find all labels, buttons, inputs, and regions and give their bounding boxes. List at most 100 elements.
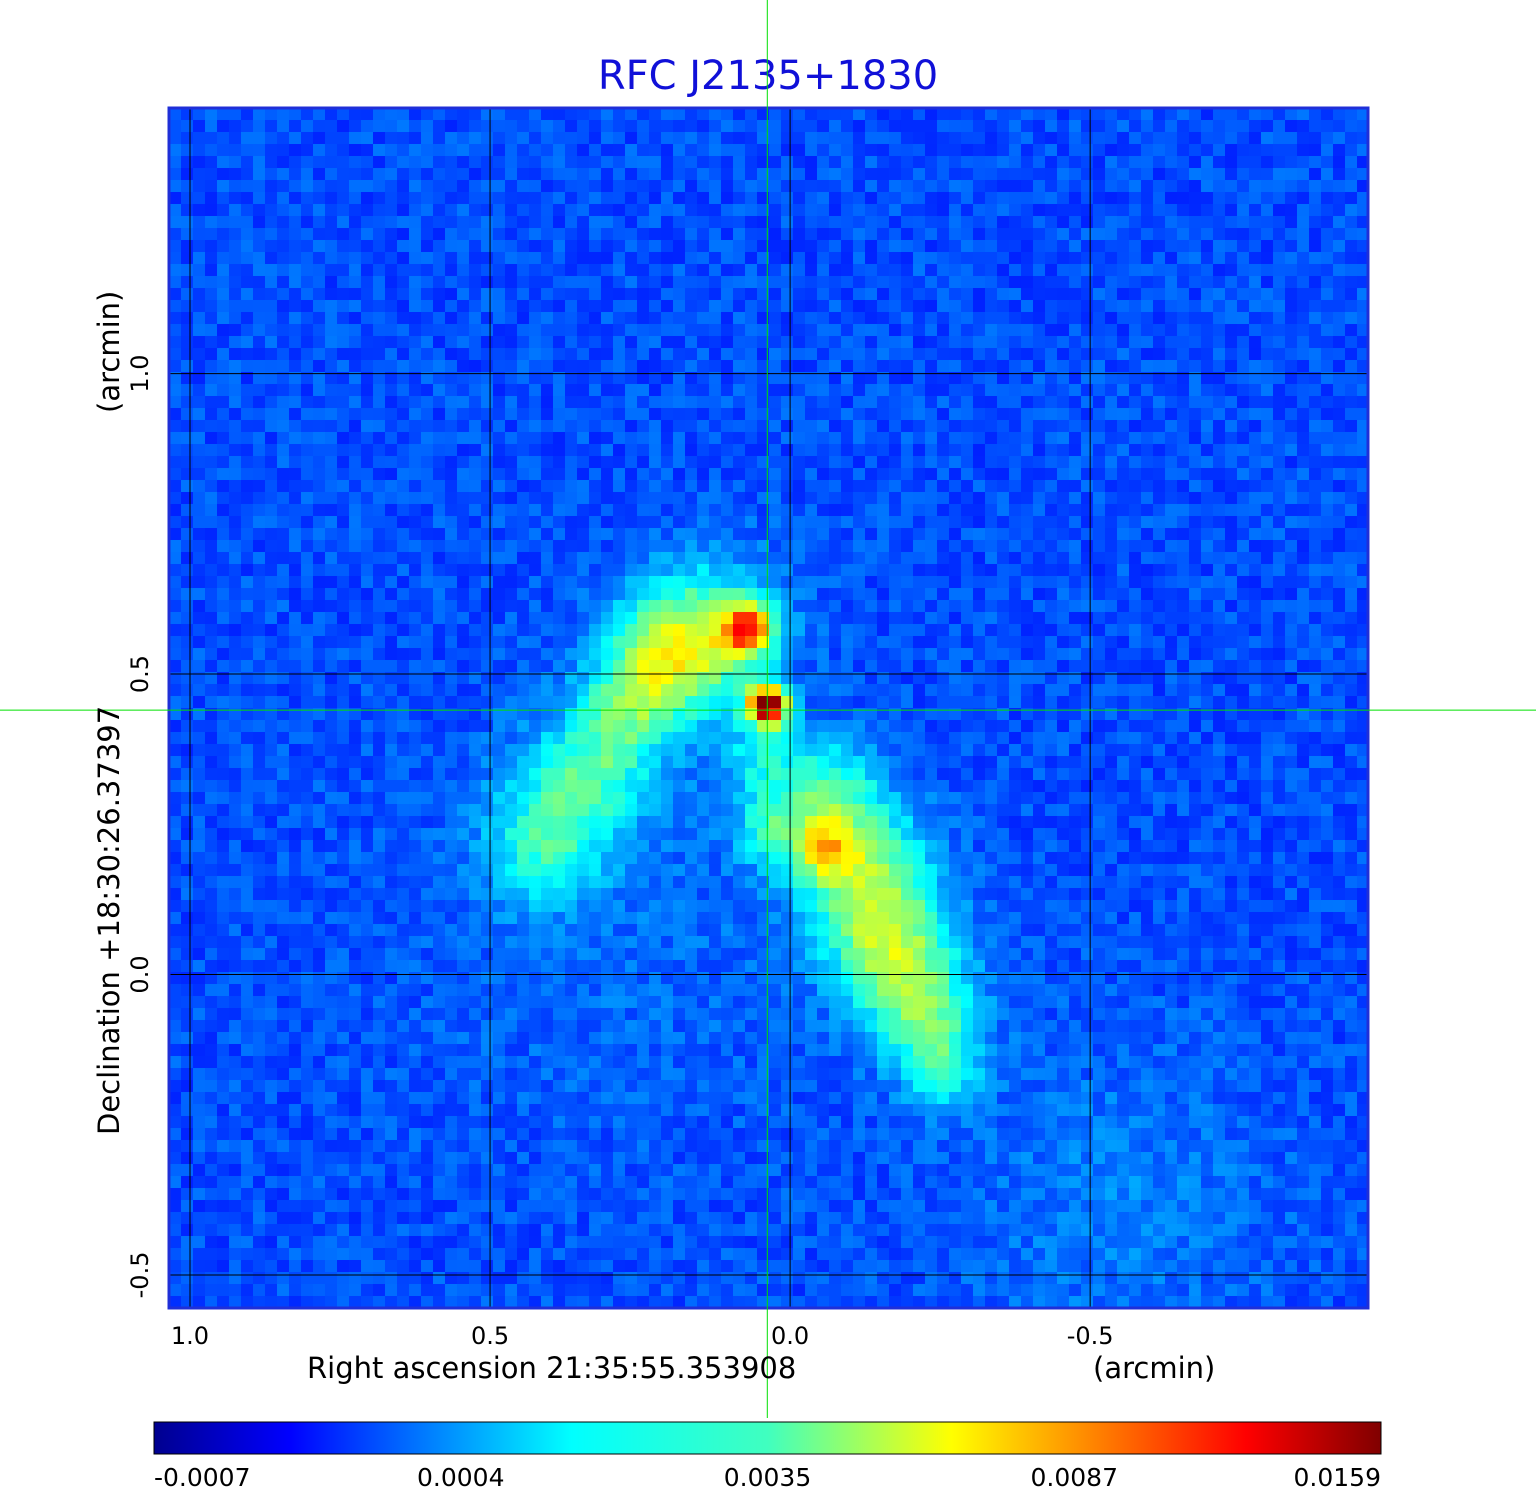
heatmap-pixel xyxy=(529,312,542,325)
heatmap-pixel xyxy=(409,552,422,565)
heatmap-pixel xyxy=(925,516,938,529)
heatmap-pixel xyxy=(625,312,638,325)
heatmap-pixel xyxy=(301,180,314,193)
heatmap-pixel xyxy=(913,240,926,253)
heatmap-pixel xyxy=(1093,492,1106,505)
heatmap-pixel xyxy=(229,432,242,445)
heatmap-pixel xyxy=(1237,636,1250,649)
heatmap-pixel xyxy=(757,252,770,265)
heatmap-pixel xyxy=(1069,384,1082,397)
heatmap-pixel xyxy=(973,396,986,409)
heatmap-pixel xyxy=(469,204,482,217)
heatmap-pixel xyxy=(985,408,998,421)
heatmap-pixel xyxy=(805,120,818,133)
heatmap-pixel xyxy=(1033,444,1046,457)
heatmap-pixel xyxy=(1201,528,1214,541)
heatmap-pixel xyxy=(313,180,326,193)
heatmap-pixel xyxy=(529,516,542,529)
heatmap-pixel xyxy=(277,468,290,481)
heatmap-pixel xyxy=(1285,624,1298,637)
heatmap-pixel xyxy=(481,696,494,709)
heatmap-pixel xyxy=(877,312,890,325)
heatmap-pixel xyxy=(565,456,578,469)
heatmap-pixel xyxy=(613,432,626,445)
heatmap-pixel xyxy=(1249,396,1262,409)
heatmap-pixel xyxy=(577,384,590,397)
heatmap-pixel xyxy=(913,672,926,685)
heatmap-pixel xyxy=(349,192,362,205)
heatmap-pixel xyxy=(745,456,758,469)
heatmap-pixel xyxy=(745,516,758,529)
heatmap-pixel xyxy=(1141,492,1154,505)
heatmap-pixel xyxy=(841,456,854,469)
heatmap-pixel xyxy=(805,540,818,553)
heatmap-pixel xyxy=(181,504,194,517)
heatmap-pixel xyxy=(745,108,758,121)
heatmap-pixel xyxy=(925,636,938,649)
heatmap-pixel xyxy=(625,696,638,709)
heatmap-pixel xyxy=(1129,612,1142,625)
heatmap-pixel xyxy=(1093,420,1106,433)
heatmap-pixel xyxy=(1285,120,1298,133)
heatmap-pixel xyxy=(793,444,806,457)
heatmap-pixel xyxy=(1081,660,1094,673)
heatmap-pixel xyxy=(505,528,518,541)
heatmap-pixel xyxy=(805,324,818,337)
heatmap-pixel xyxy=(769,192,782,205)
heatmap-pixel xyxy=(757,468,770,481)
heatmap-pixel xyxy=(445,336,458,349)
heatmap-pixel xyxy=(817,600,830,613)
heatmap-pixel xyxy=(517,168,530,181)
heatmap-pixel xyxy=(361,384,374,397)
heatmap-pixel xyxy=(1321,156,1334,169)
heatmap-pixel xyxy=(241,480,254,493)
heatmap-pixel xyxy=(469,588,482,601)
heatmap-pixel xyxy=(301,600,314,613)
heatmap-pixel xyxy=(1165,672,1178,685)
heatmap-pixel xyxy=(265,228,278,241)
heatmap-pixel xyxy=(517,324,530,337)
heatmap-pixel xyxy=(1045,684,1058,697)
heatmap-pixel xyxy=(373,540,386,553)
heatmap-pixel xyxy=(1213,132,1226,145)
heatmap-pixel xyxy=(1273,564,1286,577)
heatmap-pixel xyxy=(745,396,758,409)
heatmap-pixel xyxy=(1069,408,1082,421)
heatmap-pixel xyxy=(1189,192,1202,205)
heatmap-pixel xyxy=(1189,132,1202,145)
heatmap-pixel xyxy=(625,432,638,445)
heatmap-pixel xyxy=(1129,672,1142,685)
heatmap-pixel xyxy=(469,660,482,673)
heatmap-pixel xyxy=(721,516,734,529)
heatmap-pixel xyxy=(697,696,710,709)
heatmap-pixel xyxy=(733,540,746,553)
heatmap-pixel xyxy=(1177,504,1190,517)
heatmap-pixel xyxy=(361,288,374,301)
heatmap-pixel xyxy=(397,492,410,505)
heatmap-pixel xyxy=(1261,360,1274,373)
heatmap-pixel xyxy=(169,408,182,421)
heatmap-pixel xyxy=(565,624,578,637)
heatmap-pixel xyxy=(1153,636,1166,649)
heatmap-pixel xyxy=(445,672,458,685)
heatmap-pixel xyxy=(1213,144,1226,157)
heatmap-pixel xyxy=(997,396,1010,409)
heatmap-pixel xyxy=(889,264,902,277)
heatmap-pixel xyxy=(685,300,698,313)
heatmap-pixel xyxy=(349,120,362,133)
heatmap-pixel xyxy=(565,108,578,121)
heatmap-pixel xyxy=(229,108,242,121)
heatmap-pixel xyxy=(697,120,710,133)
heatmap-pixel xyxy=(1033,660,1046,673)
heatmap-pixel xyxy=(613,120,626,133)
heatmap-pixel xyxy=(853,528,866,541)
heatmap-pixel xyxy=(673,528,686,541)
heatmap-pixel xyxy=(1357,564,1368,577)
heatmap-pixel xyxy=(793,612,806,625)
heatmap-pixel xyxy=(1141,576,1154,589)
heatmap-pixel xyxy=(169,372,182,385)
heatmap-pixel xyxy=(385,228,398,241)
heatmap-pixel xyxy=(361,324,374,337)
heatmap-pixel xyxy=(373,516,386,529)
heatmap-pixel xyxy=(517,552,530,565)
